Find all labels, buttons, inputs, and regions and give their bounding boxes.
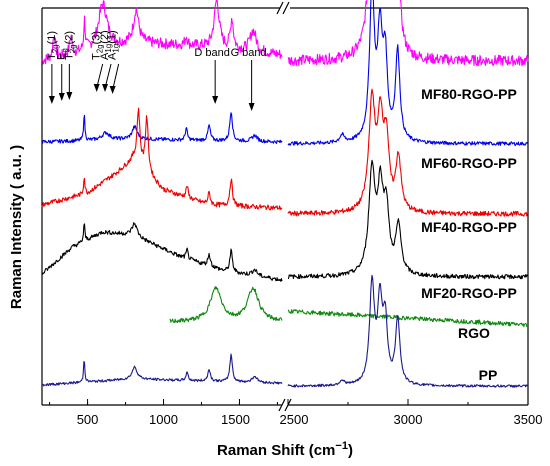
series-mf40-rgo-pp (41, 88, 529, 217)
series-labels: MF80-RGO-PP MF60-RGO-PP MF40-RGO-PP MF20-RG… (421, 86, 517, 383)
arrow-head (48, 96, 55, 104)
series-line-left (41, 112, 283, 145)
series-line-right (288, 159, 529, 280)
annotation-eg: Eg (56, 48, 70, 101)
arrow-head (212, 96, 219, 104)
annotation-label: D band (194, 47, 229, 59)
series-layer (41, 0, 529, 388)
annotation-label: Eg (56, 48, 70, 60)
series-mf20-rgo-pp (41, 159, 529, 282)
series-line-left (41, 107, 283, 211)
series-rgo (169, 286, 529, 328)
series-label: MF60-RGO-PP (421, 155, 517, 171)
series-line-left (41, 0, 283, 65)
annotation-label: A1g(2) (99, 30, 113, 60)
series-label: PP (479, 367, 498, 383)
arrow-head (66, 92, 73, 100)
annotation-a1g-2-: A1g(2) (99, 30, 113, 92)
annotation-t2g-1-: T2g(1) (46, 31, 60, 104)
series-mf60-rgo-pp (41, 0, 529, 146)
series-line-right (287, 0, 529, 67)
arrow-head (93, 84, 100, 92)
x-tick-label: 2500 (280, 412, 309, 427)
annotation-t2g-2-: T2g(2) (63, 31, 77, 100)
x-tick-label: 1500 (221, 412, 250, 427)
axis-break-mark (278, 398, 286, 412)
annotation-label: T2g(3) (91, 31, 105, 60)
y-axis-title: Raman Intensity ( a.u. ) (8, 145, 25, 309)
series-line-right (287, 309, 529, 328)
annotation-arrow (112, 63, 120, 91)
series-line-left (41, 222, 283, 282)
series-label: RGO (458, 325, 490, 341)
series-line-right (287, 0, 529, 146)
arrow-head (248, 103, 255, 111)
axis-break-mark (282, 1, 290, 15)
series-line-right (287, 88, 529, 217)
annotation-label: T2g(2) (63, 31, 77, 60)
x-tick-label: 3500 (514, 412, 543, 427)
series-label: MF40-RGO-PP (421, 219, 517, 235)
axis-break-mark (276, 1, 284, 15)
annotation-label: G band (231, 47, 267, 59)
arrow-head (102, 84, 109, 92)
x-tick-label: 500 (77, 412, 99, 427)
series-line-right (287, 274, 529, 388)
arrow-head (109, 86, 116, 94)
annotation-t2g-3-: T2g(3) (91, 31, 105, 92)
series-pp (41, 274, 529, 388)
series-line-left (169, 286, 283, 324)
annotation-label: A1g(1) (107, 30, 121, 60)
series-label: MF20-RGO-PP (421, 285, 517, 301)
annotation-a1g-1-: A1g(1) (107, 30, 121, 94)
arrow-head (58, 93, 65, 101)
x-tick-label: 3000 (394, 412, 423, 427)
axes: 500 1000 1500 2500 3000 3500 (41, 1, 543, 427)
annotation-label: T2g(1) (46, 31, 60, 60)
series-line-left (41, 353, 283, 387)
x-tick-label: 1000 (149, 412, 178, 427)
series-label: MF80-RGO-PP (421, 86, 517, 102)
annotation-d-band: D band (194, 47, 230, 104)
annotation-g-band: G band (231, 47, 267, 111)
series-mf80-rgo-pp (41, 0, 529, 67)
x-axis-title: Raman Shift (cm−1) (217, 440, 353, 459)
